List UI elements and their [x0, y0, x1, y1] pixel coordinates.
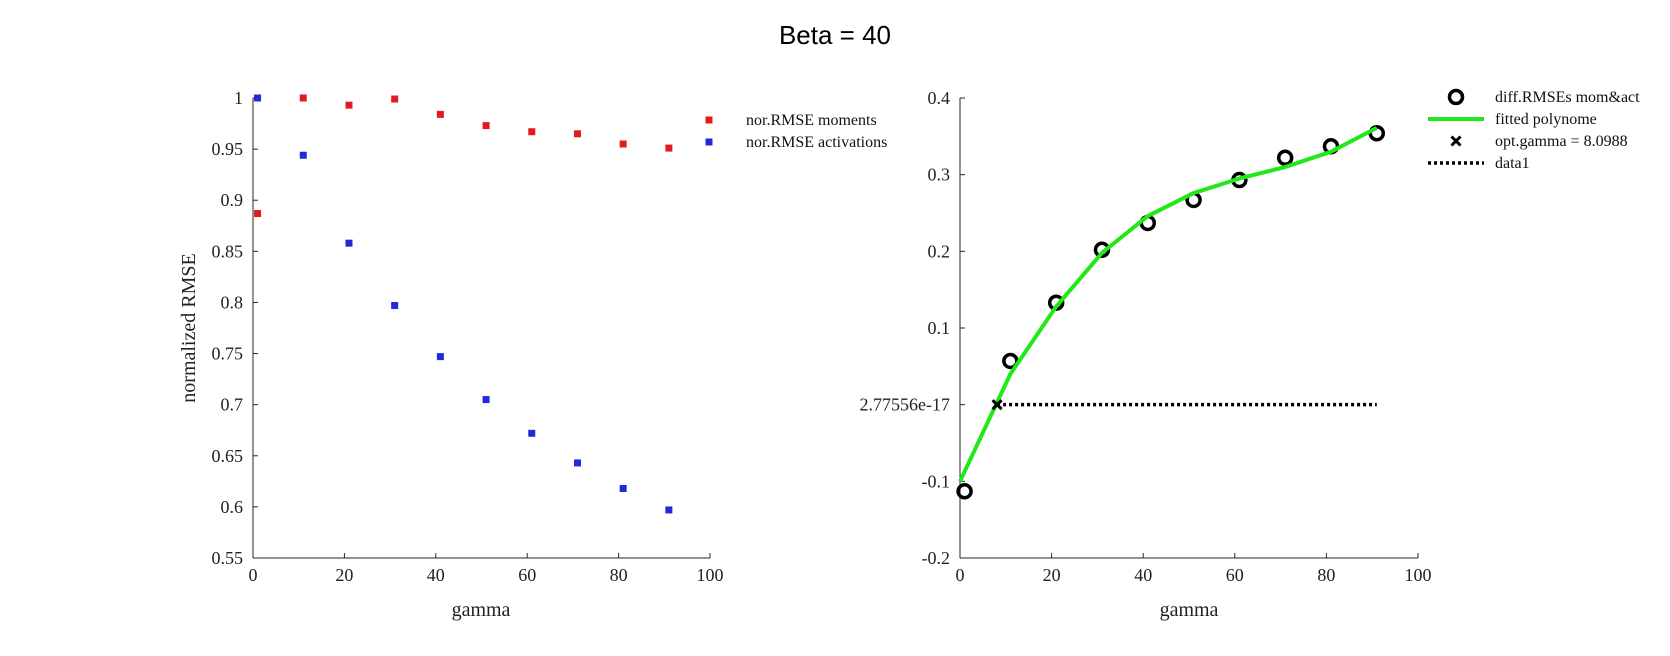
- right-x-tick-label: 0: [956, 565, 965, 585]
- left-x-tick-label: 0: [249, 565, 258, 585]
- left-plot-axes: [252, 98, 710, 559]
- nor-rmse-activations-point: [665, 506, 673, 514]
- nor-rmse-moments-point: [528, 128, 536, 136]
- nor-rmse-moments-point: [345, 101, 353, 109]
- left-y-tick-label: 0.8: [221, 292, 244, 312]
- nor-rmse-moments-point: [391, 95, 399, 103]
- left-plot: 0 20 40 60 80 100 0.550.60.650.70.750.80.850.…: [178, 88, 887, 621]
- opt-gamma-8-0988-legend-key: [1450, 135, 1462, 147]
- diff-rmses-mom-act-point: [1276, 149, 1294, 167]
- right-y-tick-label: 2.77556e-17: [860, 395, 950, 415]
- right-data-marks: [956, 125, 1386, 500]
- right-y-tick-label: -0.2: [922, 548, 951, 568]
- right-x-axis-label: gamma: [1160, 599, 1219, 621]
- left-y-tick-label: 0.9: [221, 190, 244, 210]
- right-plot-axes: [959, 98, 1418, 559]
- left-y-tick-label: 0.65: [212, 446, 244, 466]
- figure-title: Beta = 40: [779, 20, 891, 50]
- right-x-tick-label: 40: [1134, 565, 1152, 585]
- nor-rmse-activations-point: [619, 484, 627, 492]
- right-plot: 0 20 40 60 80 100 -0.2 -0.1 2.77556e-17 0.1 0.2 0.…: [860, 88, 1641, 621]
- nor-rmse-activations-legend-label: nor.RMSE activations: [746, 134, 887, 151]
- left-y-axis-label: normalized RMSE: [178, 253, 200, 402]
- nor-rmse-activations-point: [345, 239, 353, 247]
- nor-rmse-activations-point: [436, 353, 444, 361]
- nor-rmse-activations-point: [254, 94, 262, 102]
- diff-rmses-mom-act-point: [956, 483, 973, 500]
- left-data-marks: [254, 94, 673, 514]
- fitted-polynome-legend-label: fitted polynome: [1495, 111, 1597, 128]
- left-y-tick-label: 0.6: [221, 497, 244, 517]
- right-y-tick-label: -0.1: [922, 471, 951, 491]
- left-x-tick-label: 20: [335, 565, 353, 585]
- right-x-tick-label: 100: [1405, 565, 1432, 585]
- nor-rmse-activations-point: [573, 459, 581, 467]
- left-y-tick-label: 1: [234, 88, 243, 108]
- left-x-axis-label: gamma: [452, 599, 511, 621]
- left-y-tick-label: 0.95: [212, 139, 244, 159]
- nor-rmse-moments-legend-key: [705, 116, 713, 124]
- nor-rmse-moments-point: [299, 94, 307, 102]
- nor-rmse-moments-point: [482, 122, 490, 130]
- nor-rmse-moments-point: [619, 140, 627, 148]
- left-y-tick-label: 0.55: [212, 548, 244, 568]
- opt-gamma-8-0988-legend-label: opt.gamma = 8.0988: [1495, 133, 1628, 150]
- left-x-tick-label: 100: [697, 565, 724, 585]
- nor-rmse-activations-legend-key: [705, 138, 713, 146]
- nor-rmse-activations-point: [391, 302, 399, 310]
- left-x-tick-label: 40: [427, 565, 445, 585]
- right-x-tick-label: 20: [1043, 565, 1061, 585]
- fitted-polynome-line: [958, 126, 1378, 483]
- left-y-tick-label: 0.7: [221, 395, 244, 415]
- right-y-tick-label: 0.2: [928, 241, 951, 261]
- left-y-tick-label: 0.85: [212, 241, 244, 261]
- left-y-ticks: 0.55 0.6 0.65 0.7 0.75 0.8 0.85 0.9 0.95 1: [212, 88, 258, 568]
- nor-rmse-activations-point: [299, 151, 307, 159]
- nor-rmse-activations-point: [482, 396, 490, 404]
- right-legend: diff.RMSEs mom&act fitted polynome opt.gam…: [1428, 88, 1640, 172]
- right-y-tick-label: 0.3: [928, 165, 951, 185]
- left-x-tick-label: 60: [518, 565, 536, 585]
- nor-rmse-moments-point: [254, 210, 262, 218]
- opt-gamma-8-0988-point: [991, 399, 1003, 411]
- nor-rmse-moments-point: [573, 130, 581, 138]
- left-legend: nor.RMSE moments nor.RMSE activations: [705, 112, 887, 151]
- right-y-ticks: -0.2 -0.1 2.77556e-17 0.1 0.2 0.3 0.4: [860, 88, 965, 568]
- right-y-tick-label: 0.1: [928, 318, 951, 338]
- right-y-tick-label: 0.4: [928, 88, 951, 108]
- right-x-tick-label: 80: [1317, 565, 1335, 585]
- nor-rmse-moments-point: [436, 110, 444, 118]
- data1-legend-label: data1: [1495, 155, 1530, 172]
- left-x-tick-label: 80: [610, 565, 628, 585]
- right-x-tick-label: 60: [1226, 565, 1244, 585]
- nor-rmse-activations-point: [528, 429, 536, 437]
- left-y-tick-label: 0.75: [212, 344, 244, 364]
- left-x-ticks: 0 20 40 60 80 100: [249, 553, 724, 585]
- right-x-ticks: 0 20 40 60 80 100: [956, 553, 1432, 585]
- diff-rmses-mom-act-legend-label: diff.RMSEs mom&act: [1495, 89, 1640, 106]
- nor-rmse-moments-point: [665, 144, 673, 152]
- nor-rmse-moments-legend-label: nor.RMSE moments: [746, 112, 877, 129]
- diff-rmses-mom-act-legend-key: [1447, 88, 1465, 106]
